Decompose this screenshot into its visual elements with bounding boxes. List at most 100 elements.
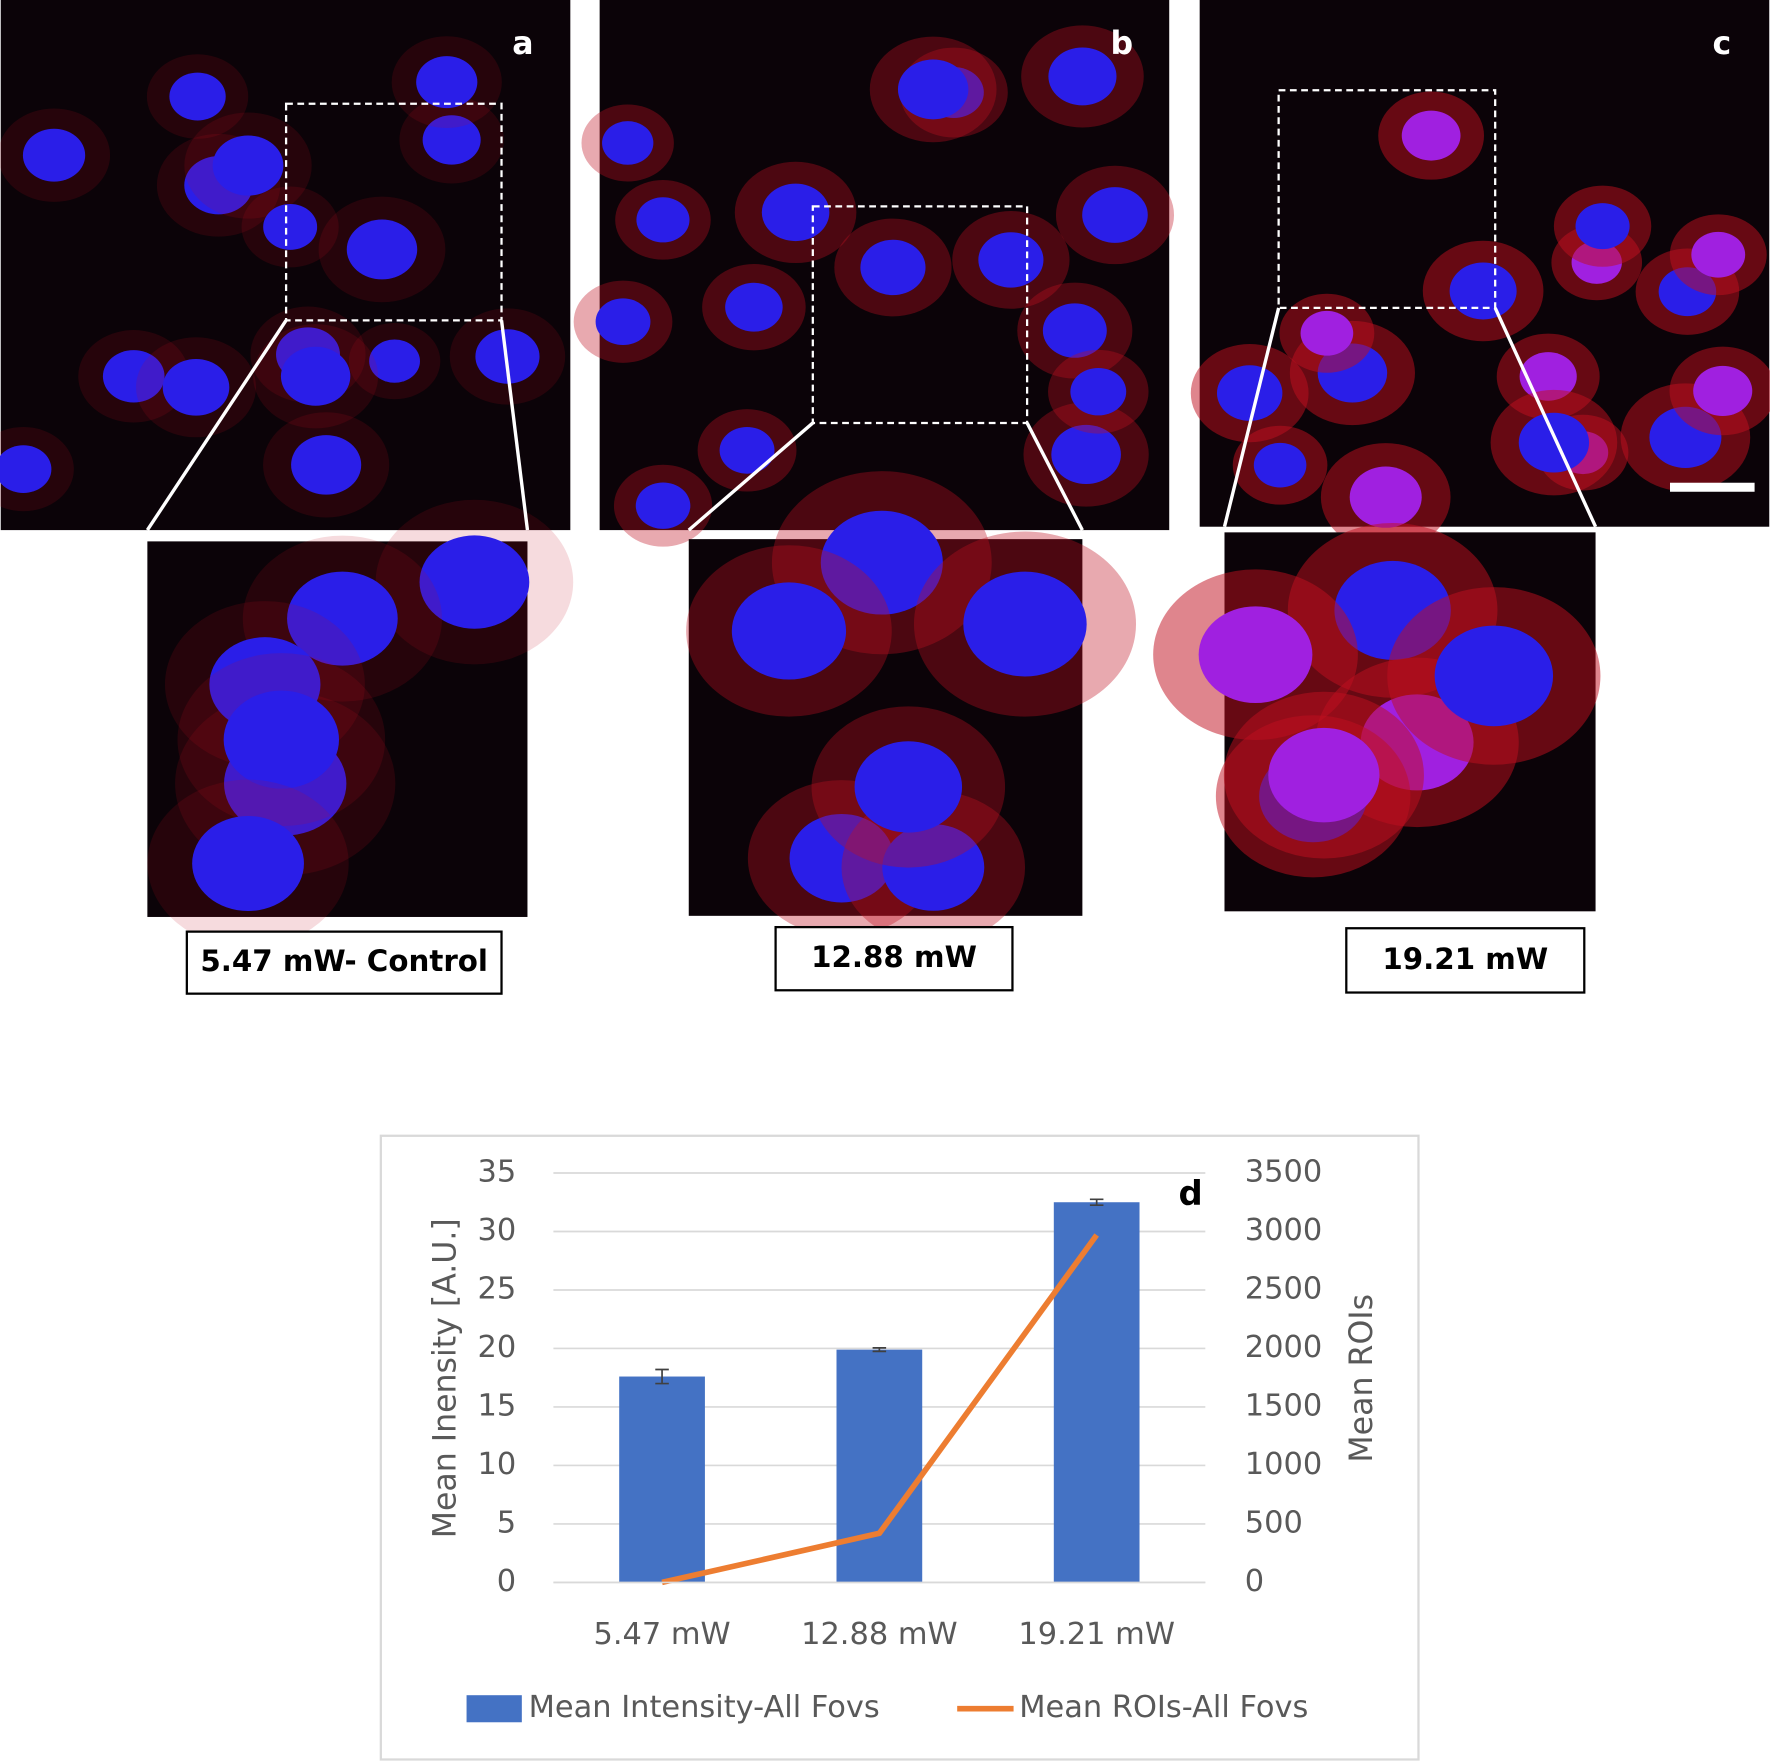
legend-swatch: [466, 1695, 522, 1723]
nucleus: [761, 183, 830, 242]
y-tick-label: 5: [497, 1505, 516, 1540]
nucleus: [1518, 412, 1590, 473]
panel-label: c: [1713, 26, 1732, 62]
nucleus: [1253, 442, 1307, 488]
y-tick-label: 30: [477, 1213, 516, 1248]
nucleus: [1575, 203, 1630, 250]
bar: [619, 1376, 705, 1583]
nucleus: [162, 358, 230, 416]
y-tick-label: 20: [477, 1330, 516, 1365]
error-bar: [1089, 1198, 1104, 1207]
panel-label: a: [512, 26, 533, 62]
nucleus: [0, 445, 52, 493]
zoom-line: [1222, 307, 1281, 528]
nucleus: [897, 59, 969, 120]
nucleus: [422, 115, 481, 165]
nucleus: [1691, 231, 1746, 278]
y2-tick-label: 3000: [1245, 1213, 1322, 1248]
y2-axis-title: Mean ROIs: [1344, 1294, 1380, 1463]
y2-tick-label: 0: [1245, 1564, 1264, 1599]
caption-box: [1345, 927, 1586, 994]
nucleus: [369, 339, 420, 383]
nucleus: [789, 813, 894, 903]
nucleus: [963, 571, 1087, 677]
error-bar: [872, 1347, 887, 1353]
nucleus: [725, 282, 783, 332]
nucleus: [291, 435, 362, 495]
x-tick-label: 19.21 mW: [1018, 1617, 1175, 1652]
nucleus: [212, 135, 284, 196]
nucleus: [1349, 466, 1422, 528]
nucleus: [346, 219, 418, 280]
nucleus: [595, 298, 651, 346]
y-tick-label: 0: [497, 1564, 516, 1599]
nucleus: [602, 121, 654, 165]
y2-tick-label: 1500: [1245, 1388, 1322, 1423]
caption: 12.88 mW: [811, 940, 977, 974]
panel-label: d: [1179, 1174, 1203, 1213]
nucleus: [1198, 606, 1313, 704]
nucleus: [1082, 187, 1148, 243]
nucleus: [1693, 365, 1753, 417]
y-axis-title: Mean Inensity [A.U.]: [427, 1218, 463, 1538]
nucleus: [635, 482, 691, 529]
panel-label: b: [1111, 26, 1134, 62]
zoom-line: [687, 421, 814, 532]
nucleus: [263, 204, 318, 250]
zoom-line: [145, 319, 288, 532]
nucleus: [280, 346, 351, 406]
nucleus: [882, 824, 985, 911]
y2-tick-label: 500: [1245, 1505, 1303, 1540]
caption-box: [774, 925, 1014, 992]
micrographs: a 5.47 mW- Control b 12.88 mW c 19.21 mW: [0, 0, 1770, 995]
nucleus: [169, 72, 226, 121]
error-bar: [655, 1368, 669, 1385]
chart: d Mean Inensity [A.U.] Mean ROIs 0 5 10 15 2…: [427, 1154, 1380, 1725]
nucleus: [731, 582, 847, 680]
bar: [836, 1349, 923, 1583]
nucleus: [860, 239, 926, 296]
zoom-line: [1493, 307, 1598, 528]
zoom-box: [1277, 89, 1497, 310]
nucleus: [287, 571, 398, 666]
zoom-line: [499, 320, 530, 531]
x-tick-label: 12.88 mW: [801, 1617, 958, 1652]
nucleus: [102, 350, 165, 403]
nucleus: [419, 535, 530, 629]
nucleus: [223, 690, 340, 789]
nucleus: [416, 56, 478, 109]
legend-label: Mean ROIs-All Fovs: [1019, 1690, 1308, 1725]
y2-tick-label: 2000: [1245, 1330, 1322, 1365]
nucleus: [636, 197, 690, 243]
nucleus: [820, 510, 943, 615]
nucleus: [1449, 262, 1517, 320]
nucleus: [1070, 367, 1127, 416]
y2-tick-label: 2500: [1245, 1271, 1322, 1306]
y-tick-label: 10: [477, 1447, 516, 1482]
nucleus: [978, 232, 1044, 288]
nucleus: [1051, 424, 1121, 485]
y2-tick-label: 1000: [1245, 1447, 1322, 1482]
nucleus: [1401, 110, 1461, 161]
nucleus: [1216, 365, 1283, 421]
y-tick-label: 15: [477, 1388, 516, 1423]
caption: 19.21 mW: [1382, 942, 1548, 976]
nucleus: [192, 815, 304, 912]
scale-bar: [1670, 482, 1755, 492]
y2-tick-label: 3500: [1245, 1154, 1322, 1189]
nucleus: [1042, 303, 1107, 358]
line: [661, 1233, 1099, 1586]
nucleus: [719, 427, 775, 474]
zoom-box: [811, 205, 1029, 425]
zoom-line: [1025, 422, 1084, 531]
y-tick-label: 35: [477, 1154, 516, 1189]
legend-label: Mean Intensity-All Fovs: [529, 1690, 880, 1725]
nucleus: [1048, 47, 1117, 106]
nucleus: [1434, 625, 1554, 727]
y-tick-label: 25: [477, 1271, 516, 1306]
x-tick-label: 5.47 mW: [593, 1617, 730, 1652]
nucleus: [22, 128, 86, 182]
nucleus: [1300, 310, 1354, 356]
zoom-box: [284, 102, 503, 322]
